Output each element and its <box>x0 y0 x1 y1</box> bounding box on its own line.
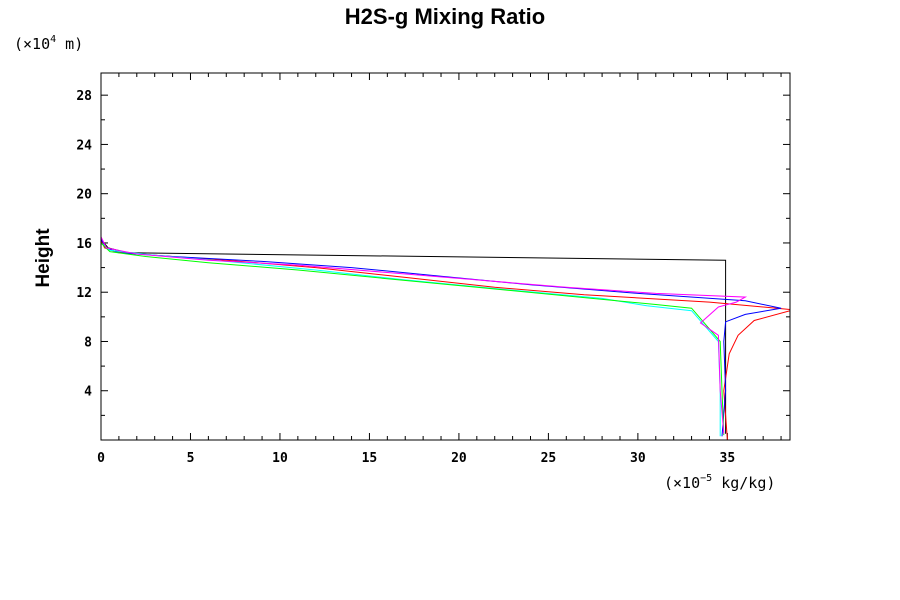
series-line-1 <box>101 238 727 434</box>
y-tick-label: 12 <box>76 286 92 301</box>
tick-labels: 0 5 10 15 20 25 30 35 4 8 12 16 20 24 28 <box>76 89 735 466</box>
y-tick-label: 4 <box>84 385 92 400</box>
series-line-2 <box>101 240 790 440</box>
chart-title: H2S-g Mixing Ratio <box>345 4 545 29</box>
y-unit-label: (×104 m) <box>14 34 83 53</box>
series-layer <box>101 73 790 440</box>
series-line-6 <box>101 73 748 434</box>
x-tick-label: 25 <box>541 451 557 466</box>
x-tick-label: 10 <box>272 451 288 466</box>
x-tick-label: 30 <box>630 451 646 466</box>
x-tick-label: 0 <box>97 451 105 466</box>
x-unit-label: (×10−5 kg/kg) <box>664 473 775 492</box>
axis-ticks <box>100 73 790 440</box>
x-tick-label: 15 <box>362 451 378 466</box>
y-tick-label: 16 <box>76 237 92 252</box>
series-line-3 <box>101 239 782 437</box>
x-tick-label: 5 <box>187 451 195 466</box>
plot-frame <box>100 72 791 441</box>
y-tick-label: 20 <box>76 188 92 203</box>
x-tick-label: 35 <box>720 451 736 466</box>
series-line-5 <box>101 242 725 436</box>
x-tick-label: 20 <box>451 451 467 466</box>
y-tick-label: 8 <box>84 335 92 350</box>
y-tick-label: 24 <box>76 138 92 153</box>
y-tick-label: 28 <box>76 89 92 104</box>
series-line-4 <box>101 242 721 437</box>
y-axis-label: Height <box>33 228 54 288</box>
